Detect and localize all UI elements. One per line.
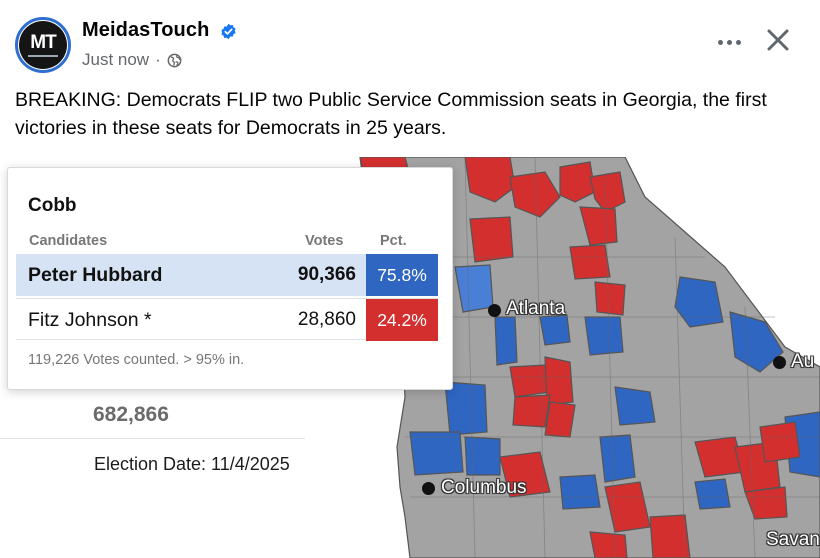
panel-divider — [0, 438, 305, 439]
total-votes: 682,866 — [93, 403, 169, 426]
verified-badge-icon — [221, 23, 236, 40]
avatar-logo-text: MT — [30, 32, 56, 53]
map-city-savannah: Savan — [766, 529, 820, 550]
candidate-votes: 90,366 — [297, 264, 356, 285]
meta-separator: · — [155, 50, 161, 69]
post-header: MT MeidasTouch Just now · — [0, 0, 820, 80]
candidate-name: Fitz Johnson * — [28, 309, 152, 331]
post-text: BREAKING: Democrats FLIP two Public Serv… — [15, 89, 767, 139]
header-candidates: Candidates — [29, 233, 108, 249]
map-city-atlanta: Atlanta — [506, 298, 566, 319]
columbus-marker — [422, 482, 435, 495]
more-options-icon[interactable] — [712, 28, 746, 56]
votes-counted-note: 119,226 Votes counted. > 95% in. — [28, 352, 245, 368]
augusta-marker — [773, 356, 786, 369]
post-timestamp[interactable]: Just now — [82, 50, 150, 69]
election-date: Election Date: 11/4/2025 — [94, 454, 290, 474]
header-votes: Votes — [305, 233, 344, 249]
page-avatar[interactable]: MT — [15, 17, 71, 73]
header-pct: Pct. — [380, 233, 407, 249]
candidate-name: Peter Hubbard — [28, 264, 163, 286]
candidate-row: Peter Hubbard 90,366 75.8% — [16, 254, 438, 296]
map-city-columbus: Columbus — [441, 477, 527, 498]
atlanta-marker — [488, 304, 501, 317]
avatar-logo-underline — [28, 55, 58, 57]
county-results-popup: Cobb Candidates Votes Pct. Peter Hubbard… — [7, 167, 453, 390]
popup-county-name: Cobb — [28, 195, 77, 216]
page-name-link[interactable]: MeidasTouch — [82, 19, 210, 41]
close-icon[interactable] — [762, 24, 794, 56]
candidate-pct: 75.8% — [366, 254, 438, 296]
candidate-row: Fitz Johnson * 28,860 24.2% — [16, 298, 438, 341]
candidate-votes: 28,860 — [297, 309, 356, 330]
globe-icon — [167, 53, 182, 67]
candidate-pct: 24.2% — [366, 299, 438, 341]
post-meta: Just now · — [82, 50, 182, 70]
avatar-logo: MT — [19, 21, 67, 69]
map-city-augusta: Au — [791, 351, 815, 372]
